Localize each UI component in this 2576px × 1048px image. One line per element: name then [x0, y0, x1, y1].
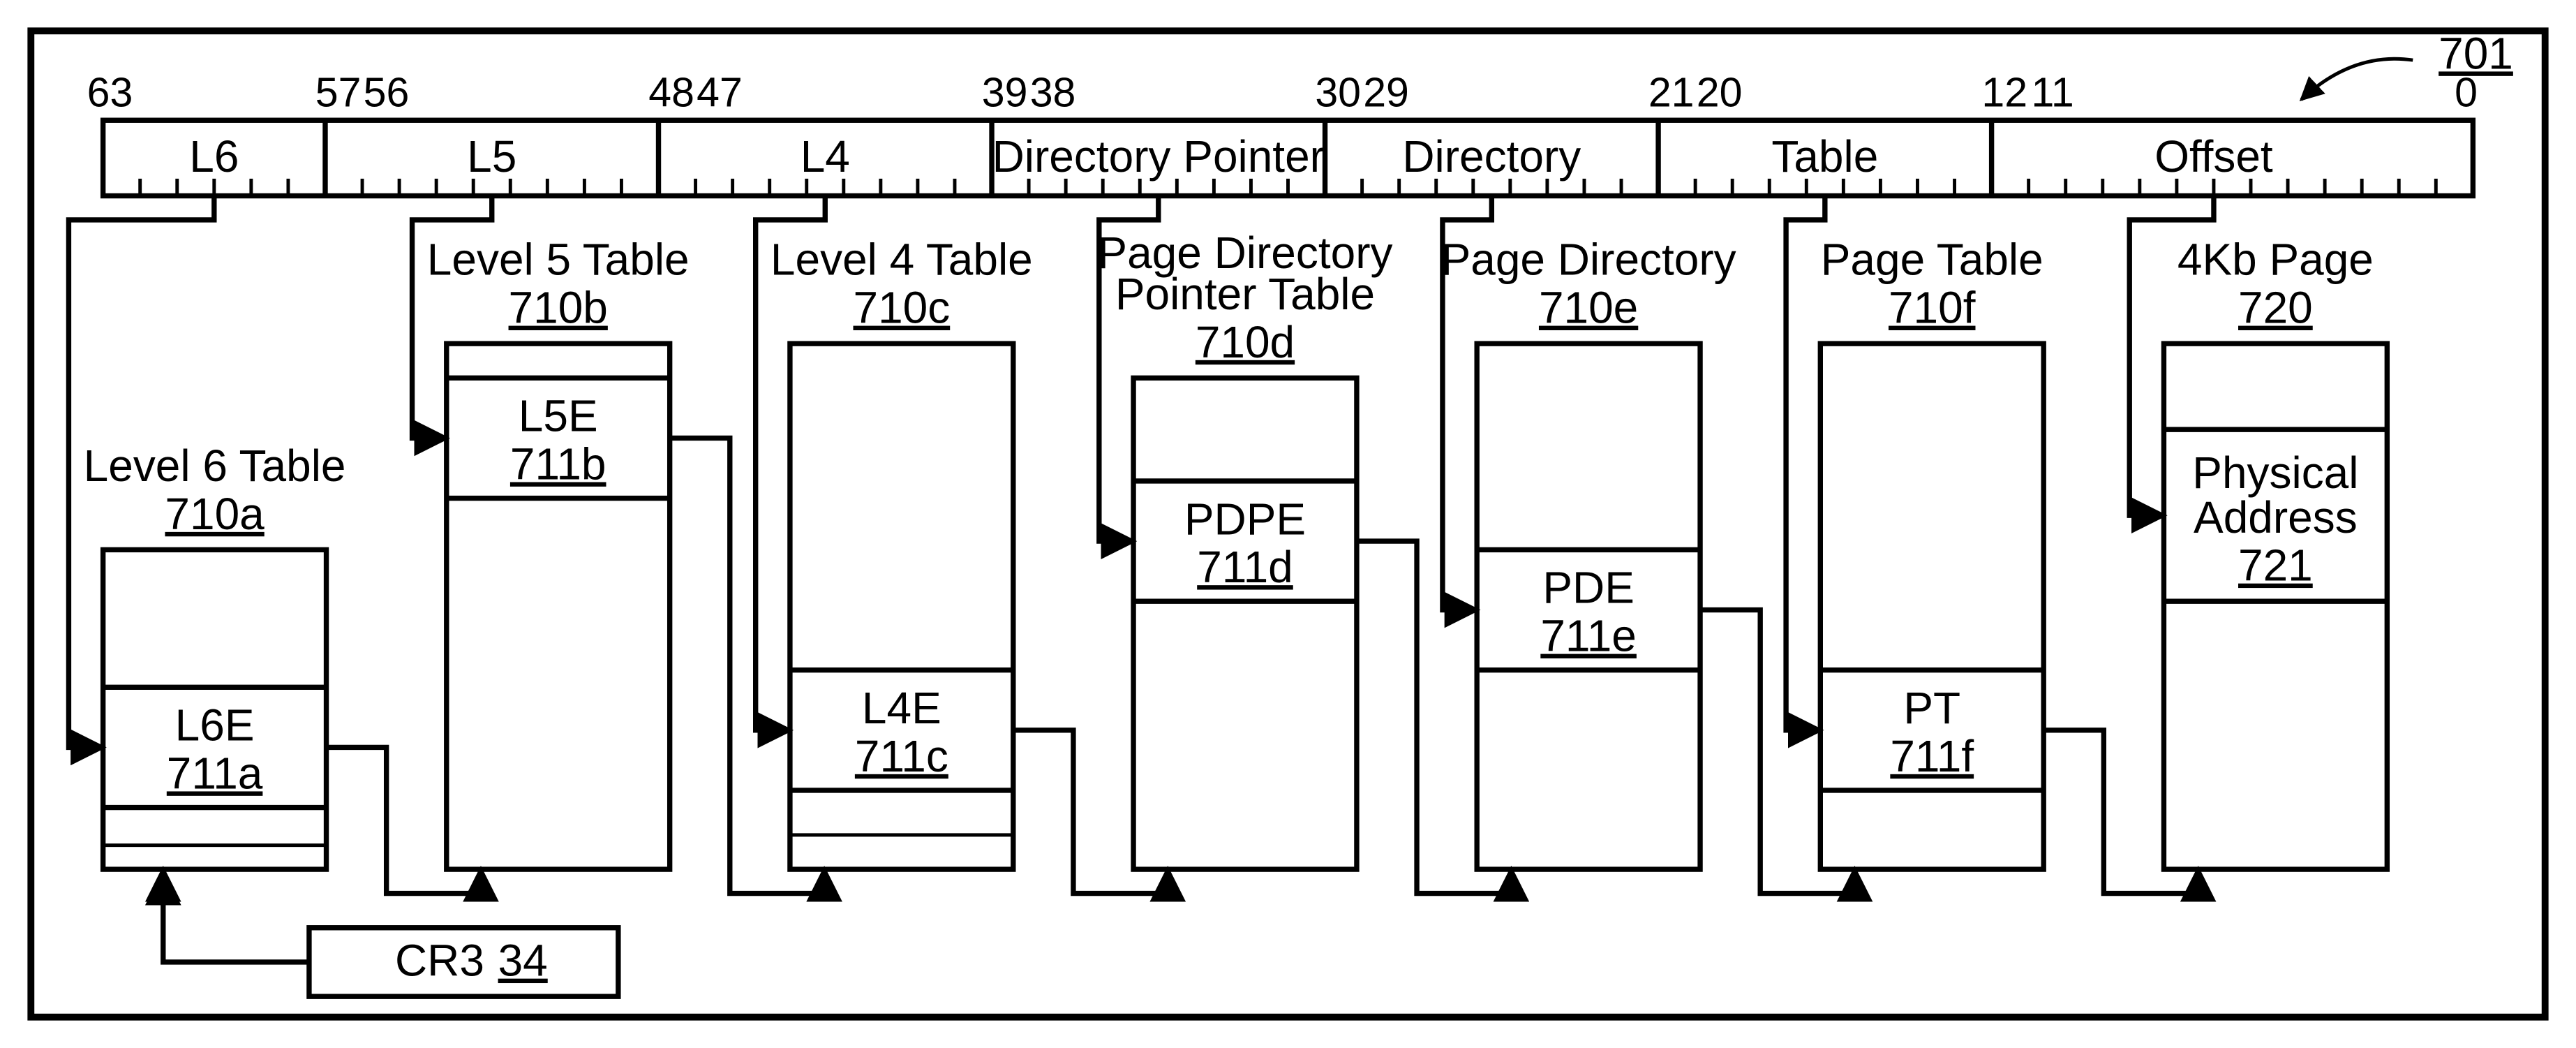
entry-label-PT: PT: [1903, 683, 1960, 733]
ruler-seg-table: Table: [1771, 131, 1878, 182]
figure-ref-pointer: [2301, 59, 2413, 99]
entry-label-PD: PDE: [1542, 563, 1635, 613]
table-ref-PD: 710e: [1539, 283, 1638, 333]
svg-text:57: 57: [315, 70, 362, 116]
entry-ref-PT: 711f: [1890, 731, 1974, 781]
entry-label-PDP: PDPE: [1184, 494, 1306, 544]
arrow-PD-to-PT: [1700, 610, 1854, 894]
entry-ref-L5: 711b: [510, 439, 606, 489]
entry-ref-L6: 711a: [167, 748, 263, 798]
table-box-PDP: [1133, 378, 1357, 869]
table-title-PD: Page Directory: [1441, 235, 1736, 285]
ruler-seg-directory: Directory: [1402, 131, 1581, 182]
table-title-PT: Page Table: [1821, 235, 2043, 285]
table-ref-L6: 710a: [165, 489, 265, 539]
svg-text:56: 56: [364, 70, 410, 116]
cr3-ref: 34: [498, 936, 548, 986]
table-ref-PT: 710f: [1889, 283, 1976, 333]
table-ref-L5: 710b: [509, 283, 608, 333]
svg-text:721: 721: [2238, 540, 2313, 591]
entry-label-L6: L6E: [175, 700, 255, 751]
svg-text:12: 12: [1981, 70, 2027, 116]
entry-label-L5: L5E: [519, 391, 598, 441]
ruler-seg-l5: L5: [467, 131, 516, 182]
table-title-L5: Level 5 Table: [427, 235, 690, 285]
entry-ref-PDP: 711d: [1197, 542, 1293, 592]
svg-text:11: 11: [2031, 70, 2074, 116]
svg-text:39: 39: [982, 70, 1028, 116]
svg-text:0: 0: [2455, 70, 2478, 116]
arrow-cr3-to-l6: [163, 873, 309, 962]
table-ref-PG: 720: [2238, 283, 2313, 333]
svg-text:38: 38: [1030, 70, 1076, 116]
entry-ref-L4: 711c: [855, 731, 948, 781]
ruler-seg-directory-pointer: Directory Pointer: [992, 131, 1325, 182]
table-ref-PDP: 710d: [1196, 317, 1295, 367]
arrow-L5-to-L4: [670, 438, 824, 893]
svg-text:Pointer Table: Pointer Table: [1115, 269, 1375, 319]
svg-text:Physical: Physical: [2192, 448, 2358, 498]
table-title-L6: Level 6 Table: [84, 441, 346, 491]
ruler-seg-l6: L6: [189, 131, 239, 182]
cr3-label: CR3: [395, 936, 484, 986]
arrow-index-L5: [412, 196, 492, 438]
svg-text:Address: Address: [2194, 492, 2358, 543]
svg-text:30: 30: [1315, 70, 1361, 116]
table-title-L4: Level 4 Table: [770, 235, 1033, 285]
ruler-seg-offset: Offset: [2154, 131, 2273, 182]
svg-text:47: 47: [697, 70, 743, 116]
entry-ref-PD: 711e: [1540, 611, 1637, 661]
arrow-PDP-to-PD: [1357, 541, 1511, 893]
svg-text:21: 21: [1648, 70, 1695, 116]
entry-label-L4: L4E: [862, 683, 941, 733]
svg-text:20: 20: [1697, 70, 1743, 116]
table-box-PG: [2164, 344, 2387, 869]
table-ref-L4: 710c: [853, 283, 950, 333]
svg-text:63: 63: [87, 70, 133, 116]
page-table-walk-diagram: 701L6L5L4Directory PointerDirectoryTable…: [0, 0, 2576, 1048]
svg-text:48: 48: [648, 70, 694, 116]
table-title-PG: 4Kb Page: [2177, 235, 2374, 285]
svg-text:29: 29: [1363, 70, 1409, 116]
ruler-seg-l4: L4: [801, 131, 850, 182]
